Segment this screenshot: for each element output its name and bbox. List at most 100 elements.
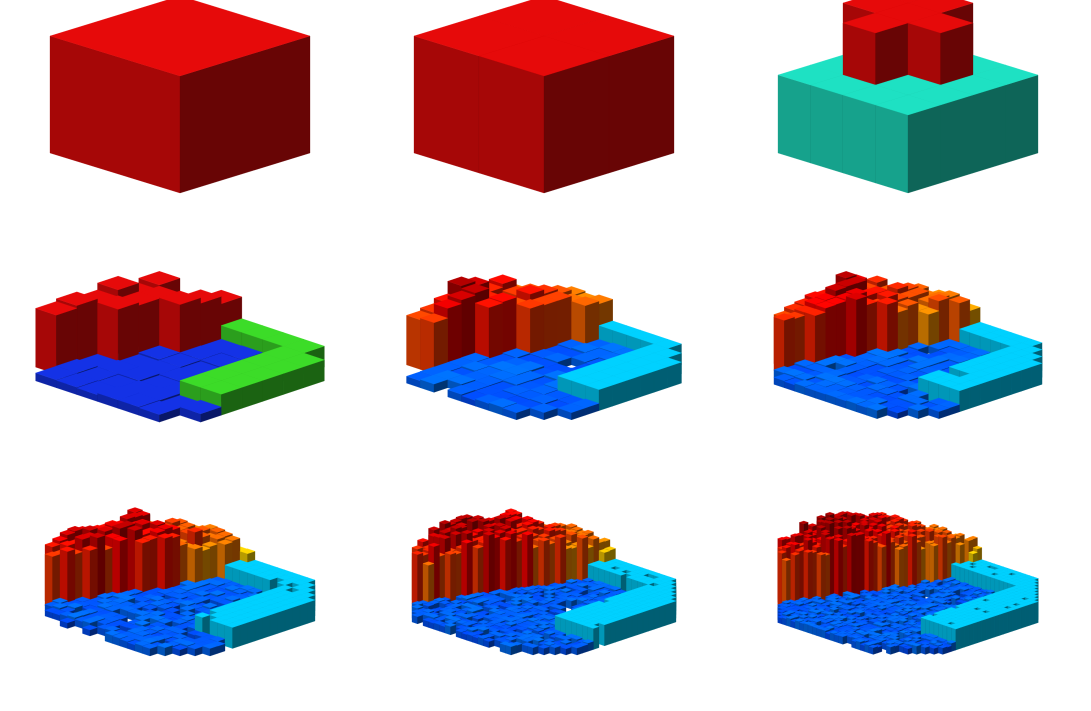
voxel-top-face (157, 642, 173, 648)
voxel-top-face (543, 630, 556, 635)
voxel-top-face (928, 404, 950, 412)
voxel-top-face (488, 398, 517, 408)
voxel-render (413, 0, 675, 194)
voxel-top-face (907, 12, 974, 34)
voxel-top-face (907, 390, 930, 398)
voxel-top-face (157, 533, 173, 539)
voxel-top-face (447, 290, 476, 301)
voxel-left-face (598, 622, 605, 647)
voxel-left-face (521, 533, 528, 595)
voxel-top-face (239, 584, 256, 591)
voxel-top-face (187, 544, 203, 550)
voxel-top-face (97, 275, 140, 291)
voxel-top-face (112, 535, 128, 542)
voxel-top-face (483, 614, 495, 619)
voxel-top-face (422, 561, 435, 566)
voxel-top-face (450, 531, 462, 536)
voxel-top-face (868, 512, 879, 516)
voxel-top-face (422, 617, 435, 622)
voxel-right-face (642, 609, 649, 634)
voxel-right-face (648, 608, 655, 632)
voxel-top-face (149, 600, 166, 606)
voxel-left-face (127, 527, 136, 597)
voxel-top-face (516, 626, 528, 631)
voxel-top-face (576, 534, 589, 539)
voxel-top-face (119, 513, 136, 520)
voxel-top-face (461, 539, 473, 544)
voxel-top-face (67, 526, 83, 532)
voxel-top-face (158, 290, 202, 305)
voxel-top-face (447, 374, 476, 385)
voxel-top-face (521, 637, 534, 642)
voxel-right-face (505, 538, 512, 599)
voxel-top-face (499, 628, 512, 633)
voxel-top-face (502, 375, 531, 385)
voxel-top-face (450, 524, 462, 529)
voxel-top-face (505, 606, 517, 611)
voxel-top-face (164, 517, 181, 524)
voxel-top-face (97, 526, 113, 532)
voxel-top-face (538, 533, 550, 538)
voxel-left-face (44, 553, 53, 609)
voxel-top-face (179, 600, 196, 606)
voxel-top-face (560, 645, 572, 650)
voxel-top-face (127, 525, 143, 531)
voxel-top-face (505, 530, 517, 535)
voxel-top-face (494, 515, 506, 520)
voxel-top-face (112, 598, 128, 604)
voxel-top-face (499, 525, 512, 530)
voxel-right-face (615, 619, 622, 643)
voxel-top-face (866, 403, 888, 411)
voxel-top-face (142, 637, 158, 644)
voxel-top-face (202, 602, 218, 608)
voxel-top-face (142, 643, 158, 649)
voxel-top-face (82, 617, 98, 624)
voxel-top-face (804, 297, 826, 305)
voxel-top-face (82, 624, 98, 631)
voxel-right-face (247, 619, 256, 644)
voxel-top-face (59, 546, 76, 552)
voxel-right-face (609, 620, 616, 645)
voxel-top-face (439, 535, 451, 540)
voxel-top-face (543, 597, 556, 602)
voxel-right-face (543, 539, 550, 593)
voxel-top-face (937, 526, 948, 530)
voxel-top-face (499, 590, 512, 595)
voxel-left-face (472, 546, 479, 601)
voxel-top-face (505, 632, 517, 637)
voxel-top-face (554, 605, 567, 610)
voxel-left-face (842, 94, 876, 184)
voxel-top-face (127, 628, 143, 634)
voxel-top-face (532, 637, 545, 642)
voxel-top-face (461, 621, 473, 626)
voxel-right-face (307, 599, 316, 624)
voxel-top-face (543, 527, 556, 532)
voxel-top-face (886, 405, 909, 414)
voxel-right-face (284, 607, 293, 632)
voxel-top-face (825, 375, 847, 384)
voxel-top-face (104, 533, 121, 539)
voxel-top-face (543, 586, 556, 591)
voxel-top-face (866, 376, 888, 384)
voxel-top-face (835, 358, 857, 366)
voxel-left-face (538, 539, 545, 593)
voxel-right-face (277, 609, 286, 634)
voxel-left-face (554, 535, 561, 592)
voxel-top-face (119, 605, 136, 612)
voxel-top-face (134, 519, 151, 525)
voxel-top-face (571, 526, 583, 531)
voxel-left-face (413, 35, 480, 174)
voxel-top-face (516, 618, 528, 623)
voxel-top-face (483, 637, 495, 642)
voxel-right-face (232, 624, 241, 649)
voxel-top-face (948, 383, 971, 391)
voxel-top-face (138, 400, 181, 415)
voxel-top-face (157, 524, 173, 530)
voxel-top-face (411, 545, 424, 550)
voxel-top-face (419, 374, 449, 385)
voxel-top-face (968, 535, 978, 540)
voxel-render (406, 274, 682, 421)
voxel-right-face (637, 611, 644, 636)
voxel-right-face (990, 376, 1001, 402)
